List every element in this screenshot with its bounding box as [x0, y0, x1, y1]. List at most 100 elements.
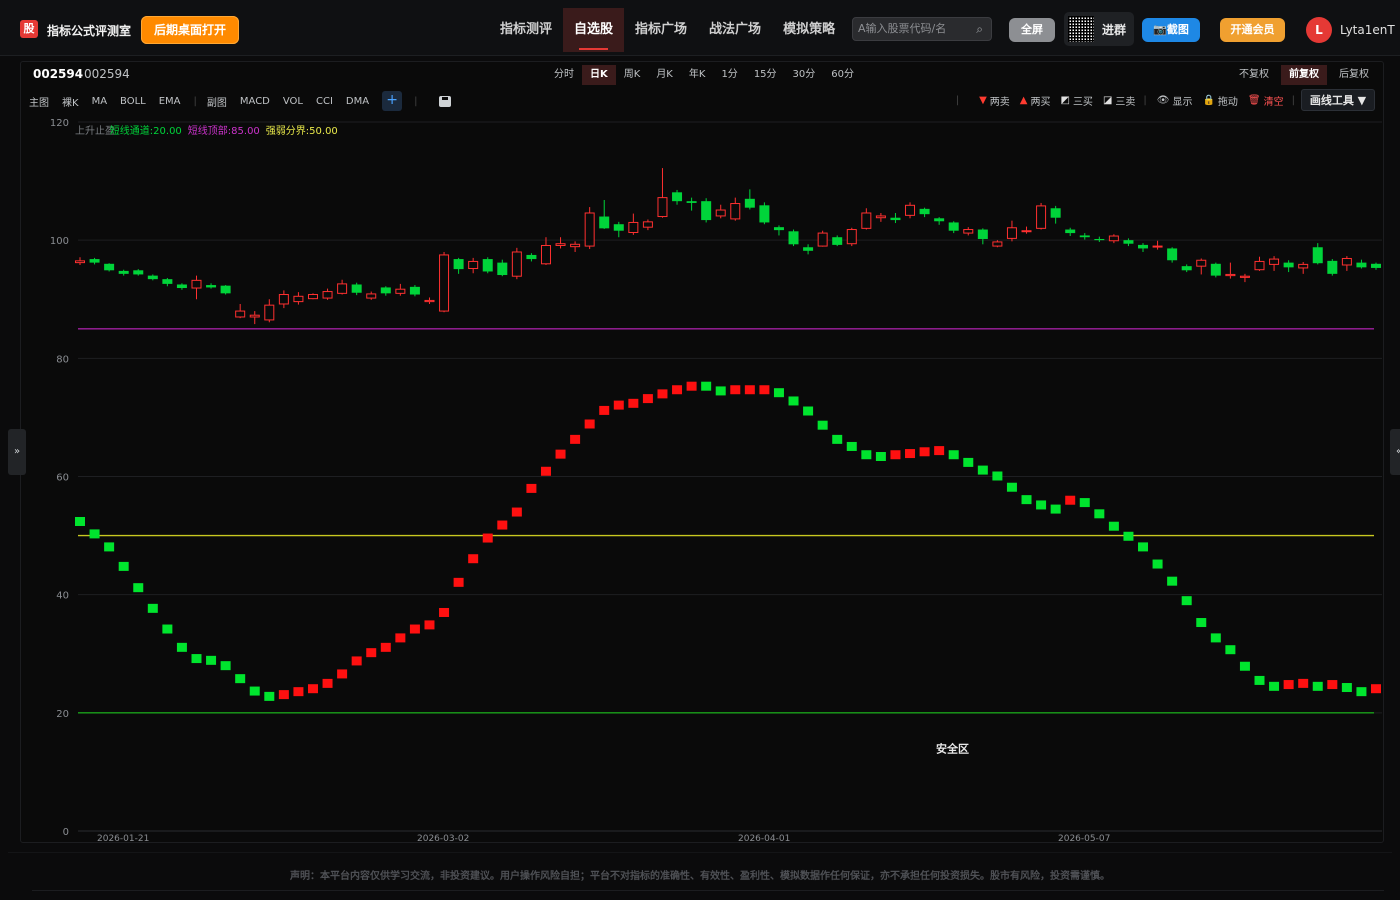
oscillator-point [555, 449, 566, 459]
candle-body [890, 217, 901, 221]
candle-body [919, 208, 930, 215]
drawing-tools-dropdown[interactable]: 画线工具 ▼ [1301, 89, 1375, 111]
candle-body [497, 262, 508, 276]
candle-body [1138, 244, 1149, 249]
oscillator-point [1356, 687, 1367, 697]
indicator-cci[interactable]: CCI [316, 95, 333, 107]
candle-body [1196, 259, 1207, 267]
nav-item-indicator-review[interactable]: 指标测评 [500, 22, 553, 37]
candle-body [701, 201, 712, 221]
tool-label: 显示 [1172, 96, 1193, 108]
candle-body [1021, 230, 1032, 233]
y-tick-label: 20 [56, 709, 69, 720]
tab-period-15min[interactable]: 15分 [753, 69, 777, 80]
expand-right-panel-button[interactable]: « [1390, 429, 1400, 475]
nav-item-watchlist[interactable]: 自选股 [563, 8, 625, 52]
candle-body [846, 229, 857, 245]
username[interactable]: Lyta1enT [1340, 23, 1395, 37]
oscillator-point [1108, 521, 1119, 531]
candle-body [657, 197, 668, 218]
tab-period-30min[interactable]: 30分 [792, 69, 816, 80]
tool-clear[interactable]: 🗑 清空 [1248, 93, 1284, 108]
oscillator-point [1254, 675, 1265, 685]
indicator-macd[interactable]: MACD [239, 95, 270, 107]
tab-period-60min[interactable]: 60分 [831, 69, 855, 80]
indicator-sub-chart[interactable]: 副图 [206, 97, 227, 109]
candle-body [905, 204, 916, 216]
oscillator-point [351, 656, 362, 666]
oscillator-point [162, 624, 173, 634]
tool-two-sell[interactable]: ▼ 两卖 [979, 93, 1010, 108]
candle-body [468, 260, 479, 270]
tab-period-intraday[interactable]: 分时 [554, 69, 574, 80]
oscillator-point [75, 516, 85, 526]
tool-three-sell[interactable]: ◪ 三卖 [1103, 93, 1135, 108]
candle-body [1108, 235, 1119, 242]
join-group-button[interactable]: 进群 [1064, 12, 1134, 46]
down-triangle-icon: ▼ [979, 94, 987, 106]
indicator-naked-k[interactable]: 裸K [62, 97, 79, 109]
tab-period-daily[interactable]: 日K [582, 65, 616, 85]
avatar[interactable]: L [1306, 17, 1332, 43]
candle-body [133, 270, 144, 275]
candle-body [759, 205, 770, 223]
oscillator-point [730, 385, 741, 395]
indicator-ema[interactable]: EMA [158, 95, 181, 107]
tab-backward-adjust[interactable]: 后复权 [1339, 69, 1369, 80]
oscillator-point [409, 624, 420, 634]
indicator-ma[interactable]: MA [91, 95, 108, 107]
indicator-vol[interactable]: VOL [282, 95, 303, 107]
indicator-dma[interactable]: DMA [345, 95, 370, 107]
candle-body [424, 299, 435, 303]
candle-body [249, 314, 260, 318]
candle-body [832, 237, 843, 245]
tool-two-buy[interactable]: ▲ 两买 [1020, 93, 1051, 108]
tab-period-yearly[interactable]: 年K [688, 69, 706, 80]
expand-left-panel-button[interactable]: » [8, 429, 26, 475]
oscillator-point [424, 620, 435, 630]
tab-no-adjust[interactable]: 不复权 [1239, 69, 1269, 80]
candle-body [220, 285, 231, 294]
app-logo-icon: 股 [20, 20, 38, 38]
eye-icon: 👁 [1156, 94, 1170, 106]
fullscreen-button[interactable]: 全屏 [1009, 18, 1055, 42]
add-indicator-button[interactable]: + [382, 91, 403, 111]
nav-item-simulated-strategy[interactable]: 模拟策略 [783, 22, 836, 37]
oscillator-point [977, 465, 988, 475]
tool-label: 三买 [1072, 96, 1093, 108]
oscillator-point [1327, 680, 1338, 690]
kline-chart[interactable]: 0 20 40 60 80 100 120 2026-01-21 2026-03-02 2026-… [21, 114, 1383, 842]
candle-body [963, 229, 974, 234]
search-icon[interactable]: ⌕ [976, 22, 983, 36]
nav-item-indicator-square[interactable]: 指标广场 [635, 22, 688, 37]
candle-body [337, 283, 348, 294]
screenshot-button[interactable]: 📷截图 [1142, 18, 1200, 42]
save-icon[interactable] [439, 95, 452, 107]
period-tabs: 分时 日K 周K 月K 年K 1分 15分 30分 60分 [546, 65, 862, 85]
nav-item-strategy-square[interactable]: 战法广场 [709, 22, 762, 37]
oscillator-point [773, 388, 784, 398]
tool-label: 三卖 [1115, 96, 1136, 108]
stock-search-input[interactable]: A输入股票代码/名 ⌕ [852, 17, 992, 41]
stock-name: 002594 [84, 67, 130, 81]
oscillator-point [672, 385, 683, 395]
candle-body [307, 294, 318, 300]
tab-period-1min[interactable]: 1分 [721, 69, 738, 80]
oscillator-point [1036, 500, 1047, 510]
tool-three-buy[interactable]: ◩ 三买 [1060, 93, 1092, 108]
oscillator-point [1094, 509, 1105, 519]
tab-period-weekly[interactable]: 周K [623, 69, 641, 80]
oscillator-point [759, 385, 770, 395]
tab-forward-adjust[interactable]: 前复权 [1281, 65, 1327, 85]
tool-show[interactable]: 👁 显示 [1157, 93, 1193, 108]
vip-button[interactable]: 开通会员 [1220, 18, 1285, 42]
oscillator-point [948, 450, 959, 460]
tool-drag[interactable]: 🔒 拖动 [1202, 93, 1237, 108]
indicator-main-chart[interactable]: 主图 [29, 97, 49, 109]
candle-body [1006, 227, 1017, 239]
divider: | [1291, 94, 1295, 106]
oscillator-point [934, 446, 945, 456]
tab-period-monthly[interactable]: 月K [656, 69, 673, 80]
open-desktop-button[interactable]: 后期桌面打开 [141, 16, 239, 44]
indicator-boll[interactable]: BOLL [120, 95, 146, 107]
